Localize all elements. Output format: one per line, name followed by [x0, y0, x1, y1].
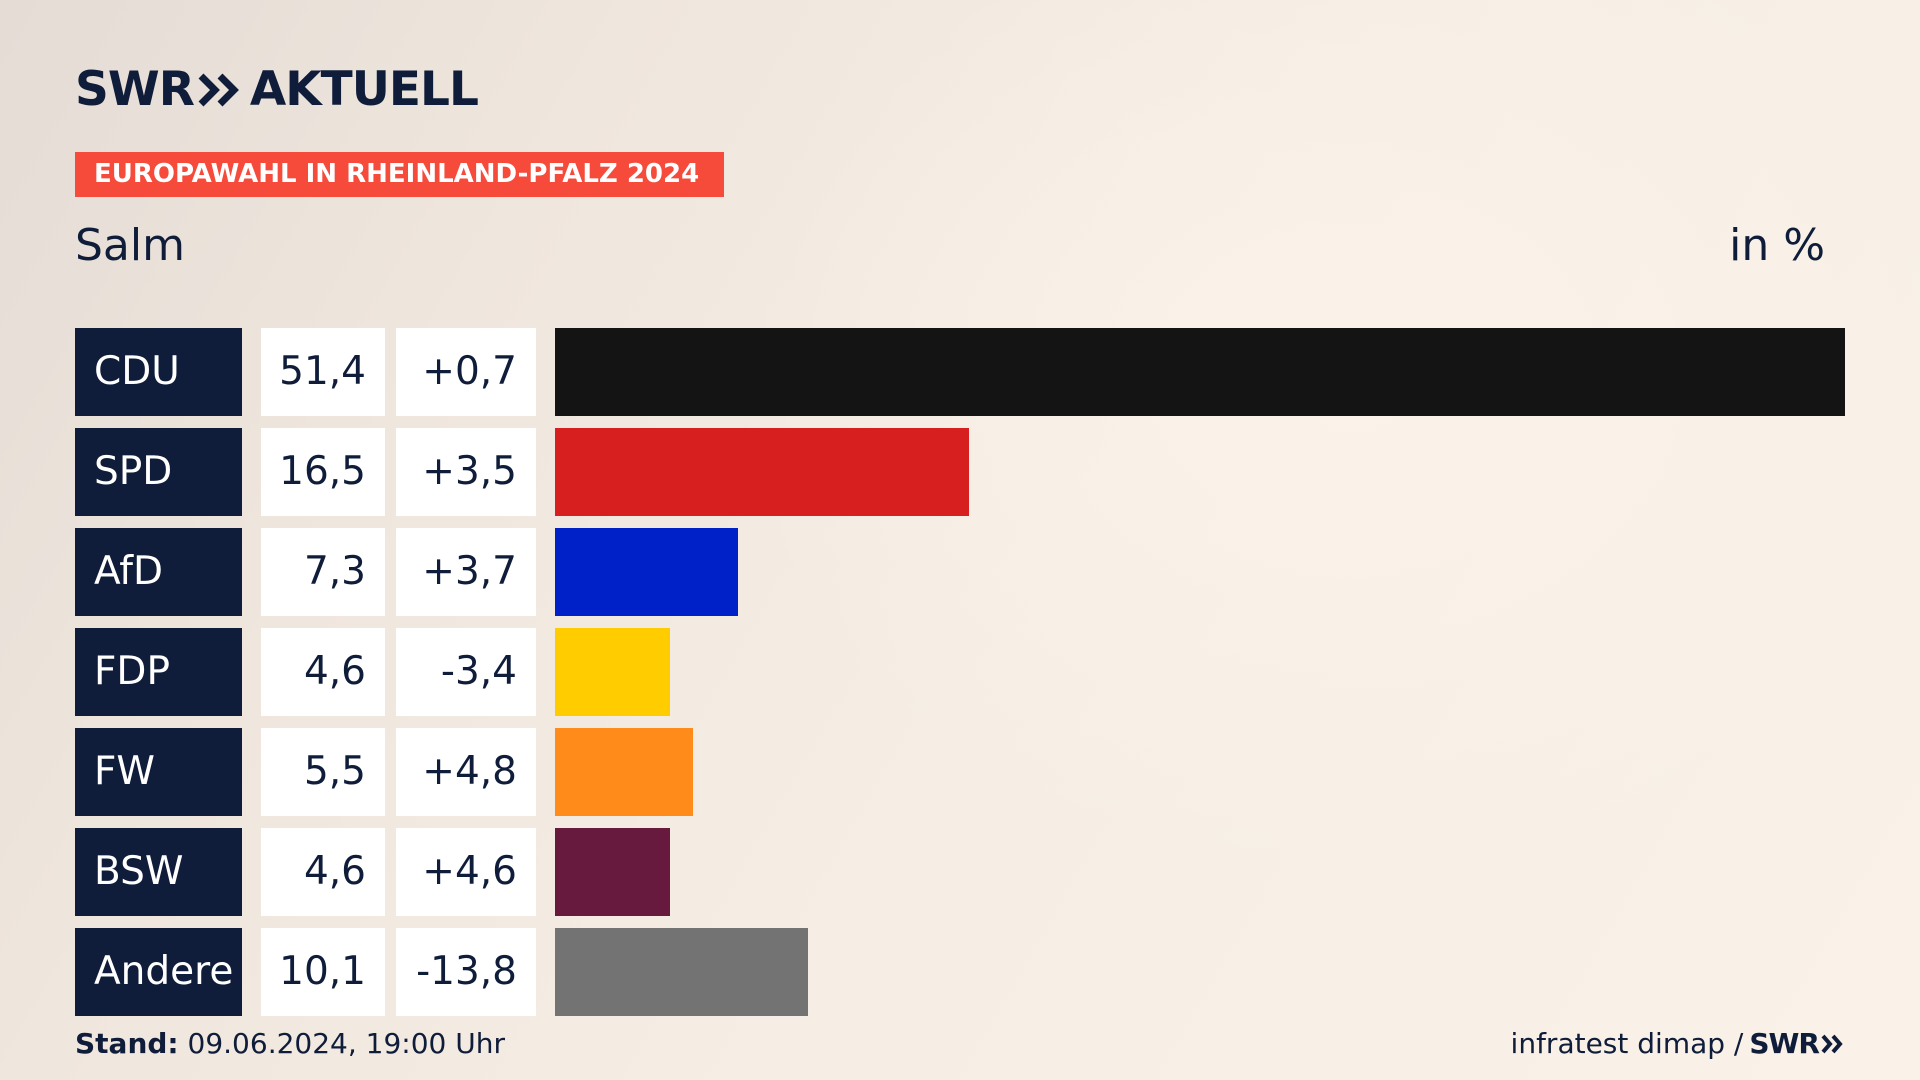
bar-cdu	[555, 328, 1845, 416]
logo-aktuell-text: AKTUELL	[249, 62, 479, 117]
source-credit: infratest dimap / SWR	[1511, 1030, 1845, 1058]
swr-mini-text: SWR	[1749, 1027, 1820, 1060]
party-label-bsw: BSW	[75, 828, 242, 916]
bar-afd	[555, 528, 738, 616]
share-value-cdu: 51,4	[261, 328, 385, 416]
party-label-fdp: FDP	[75, 628, 242, 716]
share-value-fw: 5,5	[261, 728, 385, 816]
election-badge: EUROPAWAHL IN RHEINLAND-PFALZ 2024	[75, 152, 724, 197]
share-value-fdp: 4,6	[261, 628, 385, 716]
swr-mini-logo: SWR	[1749, 1030, 1845, 1058]
party-label-cdu: CDU	[75, 328, 242, 416]
timestamp: Stand: 09.06.2024, 19:00 Uhr	[75, 1030, 505, 1058]
share-value-bsw: 4,6	[261, 828, 385, 916]
share-value-afd: 7,3	[261, 528, 385, 616]
party-label-spd: SPD	[75, 428, 242, 516]
change-value-fw: +4,8	[396, 728, 536, 816]
stand-value: 09.06.2024, 19:00 Uhr	[187, 1027, 505, 1060]
bar-fdp	[555, 628, 670, 716]
bar-andere	[555, 928, 808, 1016]
stand-label: Stand:	[75, 1027, 179, 1060]
change-value-afd: +3,7	[396, 528, 536, 616]
double-chevron-icon	[198, 73, 239, 106]
party-label-andere: Andere	[75, 928, 242, 1016]
change-value-fdp: -3,4	[396, 628, 536, 716]
share-value-spd: 16,5	[261, 428, 385, 516]
party-label-fw: FW	[75, 728, 242, 816]
double-chevron-icon	[1821, 1034, 1843, 1054]
bar-spd	[555, 428, 969, 516]
bar-bsw	[555, 828, 670, 916]
logo-swr-text: SWR	[75, 62, 195, 117]
source-text: infratest dimap /	[1510, 1027, 1744, 1060]
change-value-andere: -13,8	[396, 928, 536, 1016]
party-label-afd: AfD	[75, 528, 242, 616]
change-value-cdu: +0,7	[396, 328, 536, 416]
share-value-andere: 10,1	[261, 928, 385, 1016]
region-title: Salm	[75, 220, 185, 271]
bar-fw	[555, 728, 693, 816]
unit-label: in %	[1729, 220, 1825, 271]
change-value-bsw: +4,6	[396, 828, 536, 916]
swr-aktuell-logo: SWR AKTUELL	[75, 62, 479, 117]
change-value-spd: +3,5	[396, 428, 536, 516]
